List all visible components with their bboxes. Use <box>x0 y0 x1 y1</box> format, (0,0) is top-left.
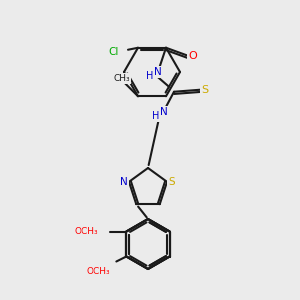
Text: S: S <box>201 85 208 95</box>
Text: N: N <box>154 67 162 77</box>
Text: H: H <box>146 71 154 81</box>
Text: OCH₃: OCH₃ <box>74 227 98 236</box>
Text: OCH₃: OCH₃ <box>86 267 110 276</box>
Text: N: N <box>160 107 168 117</box>
Text: CH₃: CH₃ <box>114 74 130 83</box>
Text: O: O <box>189 51 197 61</box>
Text: H: H <box>152 111 160 121</box>
Text: N: N <box>120 177 128 187</box>
Text: Cl: Cl <box>109 47 119 57</box>
Text: S: S <box>169 177 175 187</box>
